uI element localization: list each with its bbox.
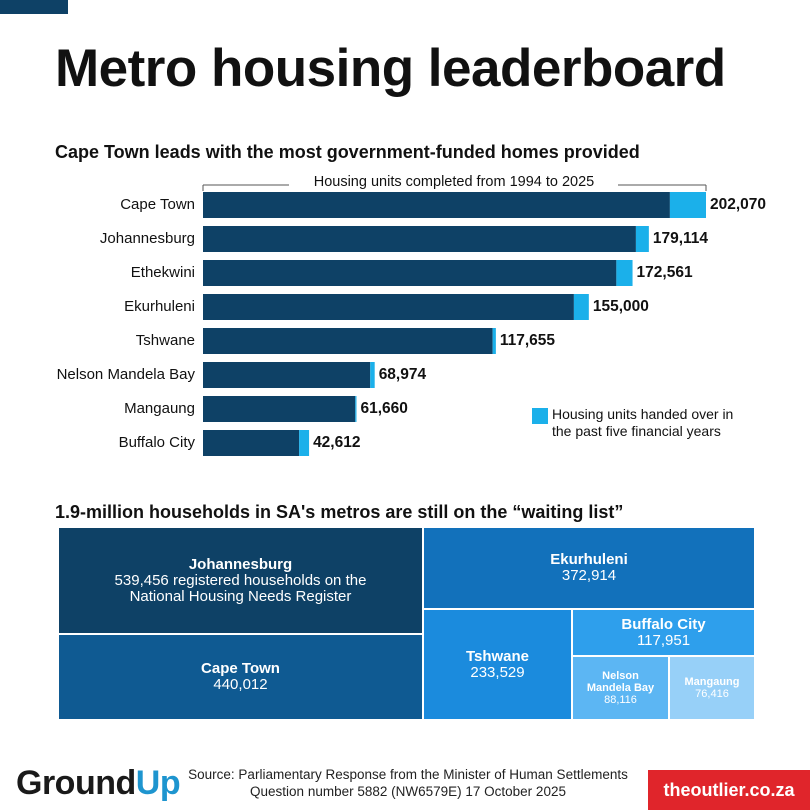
treemap-name: Cape Town bbox=[201, 660, 280, 677]
logo-up: Up bbox=[135, 764, 181, 802]
value-label-tshwane: 117,655 bbox=[500, 332, 556, 349]
category-label-tshwane: Tshwane bbox=[136, 332, 195, 349]
bar-earlier-cape-town bbox=[203, 192, 670, 218]
treemap-name: Tshwane bbox=[465, 647, 530, 665]
category-label-mangaung: Mangaung bbox=[124, 400, 195, 417]
bar-earlier-tshwane bbox=[203, 328, 493, 354]
logo-ground: Ground bbox=[16, 764, 136, 802]
treemap-name-line2: Mandela Bay bbox=[586, 682, 655, 694]
legend-swatch-recent bbox=[532, 408, 548, 424]
bar-recent-johannesburg bbox=[635, 226, 649, 252]
legend-label: Housing units handed over in the past fi… bbox=[552, 406, 782, 440]
treemap-cell-mangaung: Mangaung 76,416 bbox=[669, 656, 755, 720]
legend-label-line2: the past five financial years bbox=[552, 423, 721, 439]
source-note: Source: Parliamentary Response from the … bbox=[168, 766, 648, 800]
bar-earlier-nelson-mandela-bay bbox=[203, 362, 371, 388]
legend-label-line1: Housing units handed over in bbox=[552, 406, 734, 422]
treemap-value: 372,914 bbox=[561, 567, 617, 584]
category-label-johannesburg: Johannesburg bbox=[100, 230, 195, 247]
value-label-ethekwini: 172,561 bbox=[637, 264, 693, 281]
treemap-value: 440,012 bbox=[213, 676, 268, 693]
category-label-ekurhuleni: Ekurhuleni bbox=[124, 298, 195, 315]
bar-recent-buffalo-city bbox=[299, 430, 310, 456]
bar-chart: Housing units completed from 1994 to 202… bbox=[57, 174, 766, 456]
corner-accent-tab bbox=[0, 0, 68, 14]
bar-earlier-ethekwini bbox=[203, 260, 617, 286]
treemap-name: Ekurhuleni bbox=[550, 551, 628, 568]
treemap-cell-nelson-mandela-bay: Nelson Mandela Bay 88,116 bbox=[572, 656, 669, 720]
legend: Housing units handed over in the past fi… bbox=[532, 406, 782, 440]
treemap-value: 539,456 bbox=[114, 571, 169, 589]
source-line1: Source: Parliamentary Response from the … bbox=[188, 767, 628, 782]
bar-recent-cape-town bbox=[669, 192, 706, 218]
treemap-name: Johannesburg bbox=[188, 555, 293, 573]
treemap-cell-johannesburg: Johannesburg 539,456 registered househol… bbox=[58, 527, 423, 634]
value-label-mangaung: 61,660 bbox=[360, 400, 407, 417]
bars-group: Cape Town 202,070 Johannesburg 179,114 Ethek… bbox=[57, 192, 766, 456]
bar-recent-tshwane bbox=[492, 328, 496, 354]
treemap-name: Buffalo City bbox=[621, 615, 706, 633]
value-label-cape-town: 202,070 bbox=[710, 196, 766, 213]
source-line2: Question number 5882 (NW6579E) 17 Octobe… bbox=[250, 784, 566, 799]
bracket-label: Housing units completed from 1994 to 202… bbox=[314, 174, 595, 190]
value-label-ekurhuleni: 155,000 bbox=[593, 298, 649, 315]
outlier-brand-link[interactable]: theoutlier.co.za bbox=[648, 770, 810, 810]
bar-recent-ethekwini bbox=[616, 260, 633, 286]
treemap-value: 233,529 bbox=[470, 663, 525, 681]
category-label-buffalo-city: Buffalo City bbox=[119, 434, 196, 451]
bracket: Housing units completed from 1994 to 202… bbox=[202, 174, 707, 191]
bar-recent-mangaung bbox=[355, 396, 357, 422]
bar-earlier-mangaung bbox=[203, 396, 356, 422]
category-label-nelson-mandela-bay: Nelson Mandela Bay bbox=[57, 366, 196, 383]
treemap-name-line1: Nelson bbox=[602, 670, 639, 682]
bar-earlier-buffalo-city bbox=[203, 430, 300, 456]
value-label-nelson-mandela-bay: 68,974 bbox=[379, 366, 427, 383]
value-label-johannesburg: 179,114 bbox=[653, 230, 709, 247]
bar-recent-nelson-mandela-bay bbox=[370, 362, 375, 388]
treemap-value: 88,116 bbox=[604, 694, 637, 706]
treemap-note-line1: registered households on the bbox=[172, 571, 367, 589]
bar-earlier-ekurhuleni bbox=[203, 294, 574, 320]
treemap-cell-tshwane: Tshwane 233,529 bbox=[423, 609, 572, 720]
treemap-name: Mangaung bbox=[684, 676, 740, 688]
bar-recent-ekurhuleni bbox=[573, 294, 589, 320]
treemap: Johannesburg 539,456 registered househol… bbox=[58, 527, 755, 720]
category-label-ethekwini: Ethekwini bbox=[131, 264, 195, 281]
treemap-cell-ekurhuleni: Ekurhuleni 372,914 bbox=[423, 527, 755, 609]
treemap-value: 117,951 bbox=[636, 631, 691, 649]
treemap-value: 76,416 bbox=[695, 688, 729, 700]
treemap-note-line2: National Housing Needs Register bbox=[129, 587, 352, 605]
treemap-cell-buffalo-city: Buffalo City 117,951 bbox=[572, 609, 755, 656]
groundup-logo: GroundUp bbox=[16, 764, 181, 803]
bar-chart-title: Cape Town leads with the most government… bbox=[55, 142, 640, 162]
category-label-cape-town: Cape Town bbox=[120, 196, 195, 213]
value-label-buffalo-city: 42,612 bbox=[313, 434, 360, 451]
treemap-title: 1.9-million households in SA's metros ar… bbox=[55, 502, 624, 522]
page-title: Metro housing leaderboard bbox=[55, 39, 726, 98]
treemap-cell-cape-town: Cape Town 440,012 bbox=[58, 634, 423, 720]
bar-earlier-johannesburg bbox=[203, 226, 636, 252]
